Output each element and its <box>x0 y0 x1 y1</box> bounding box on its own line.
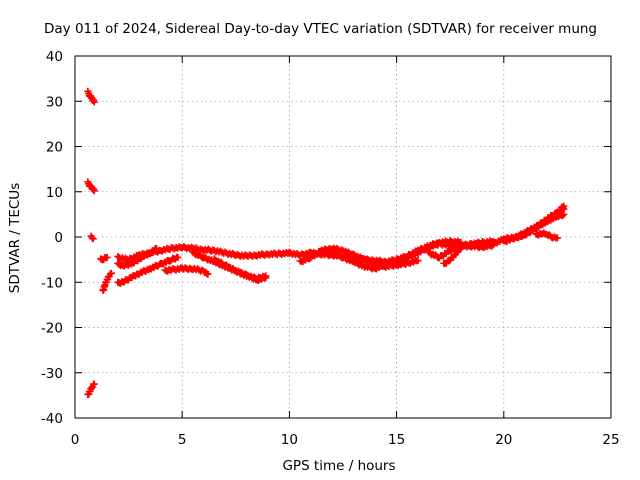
data-point <box>204 270 212 278</box>
series-sat-d <box>84 380 98 398</box>
data-point <box>553 234 561 242</box>
y-tick-label: 20 <box>46 140 63 156</box>
data-point <box>414 257 422 265</box>
series-sat-c <box>87 232 97 243</box>
data-point <box>560 202 568 210</box>
series-sat-q <box>440 244 465 267</box>
data-point <box>103 253 111 261</box>
y-tick-label: -40 <box>41 411 63 427</box>
x-axis-label: GPS time / hours <box>282 458 395 474</box>
series-sat-h <box>114 253 182 287</box>
data-point <box>262 274 270 282</box>
grid <box>75 56 611 418</box>
axis-ticks: -40 -30 -20 -10 0 10 20 30 40 0 5 10 15 20 25 <box>41 49 620 448</box>
data-point <box>107 269 115 277</box>
x-tick-label: 25 <box>602 432 619 448</box>
series-sat-l <box>210 255 270 285</box>
y-tick-label: -30 <box>41 366 63 382</box>
x-tick-label: 20 <box>495 432 512 448</box>
y-tick-label: 40 <box>46 49 63 65</box>
data-markers <box>84 87 568 398</box>
y-tick-label: 0 <box>54 230 63 246</box>
data-point <box>456 245 464 253</box>
series-sat-u <box>532 229 561 242</box>
x-tick-label: 0 <box>71 432 80 448</box>
data-point <box>559 203 567 211</box>
data-point <box>88 234 96 242</box>
x-tick-label: 15 <box>388 432 405 448</box>
data-point <box>90 380 98 388</box>
data-point <box>90 187 98 195</box>
series-sat-t <box>517 202 568 238</box>
series-sat-b <box>84 178 98 195</box>
data-point <box>457 244 465 252</box>
series-sat-f <box>97 253 111 264</box>
plot-frame <box>74 55 612 419</box>
data-point <box>90 98 98 106</box>
series-sat-a <box>84 87 98 106</box>
chart-title: Day 011 of 2024, Sidereal Day-to-day VTE… <box>44 21 597 37</box>
x-tick-label: 10 <box>281 432 298 448</box>
series-sat-p <box>425 237 497 262</box>
data-point <box>89 235 97 243</box>
series-sat-i <box>114 244 160 270</box>
series-sat-e <box>99 269 115 294</box>
data-point <box>152 244 160 252</box>
series-sat-j <box>161 264 212 278</box>
x-tick-label: 5 <box>178 432 187 448</box>
y-tick-label: -10 <box>41 275 63 291</box>
y-tick-label: -20 <box>41 321 63 337</box>
y-axis-label: SDTVAR / TECUs <box>7 183 23 293</box>
y-tick-label: 30 <box>46 94 63 110</box>
data-point <box>174 253 182 261</box>
y-tick-label: 10 <box>46 185 63 201</box>
